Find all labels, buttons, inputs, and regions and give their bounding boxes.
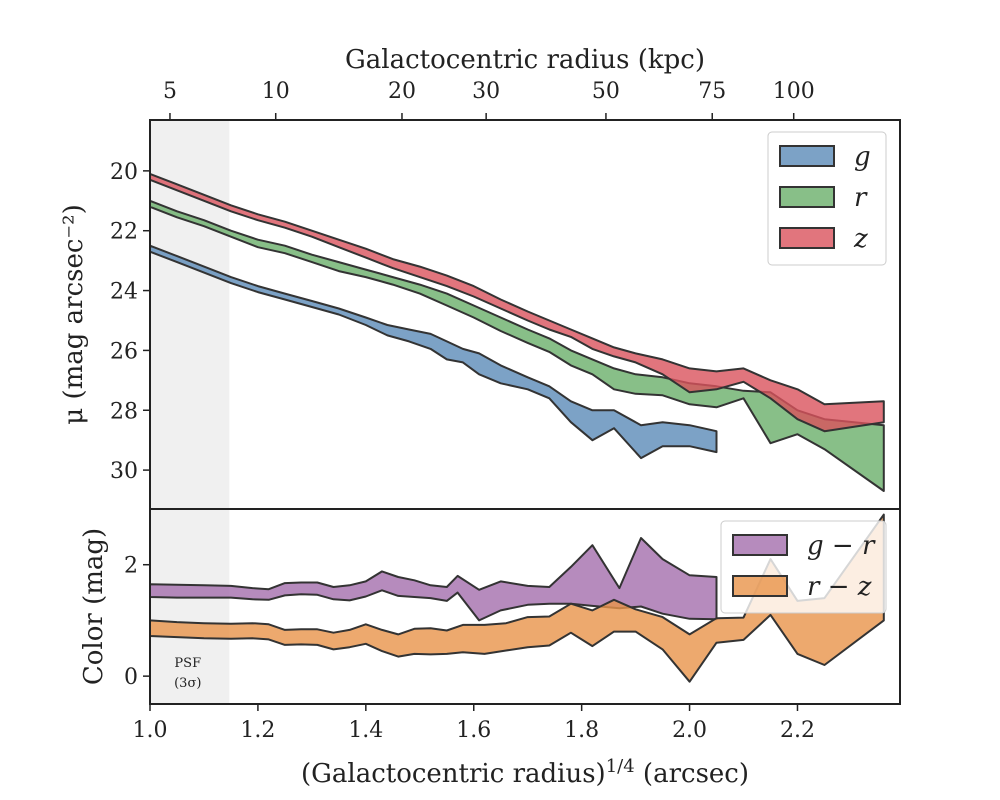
top-band-g <box>149 244 718 460</box>
bottom-xtick-label: 1.2 <box>240 718 275 743</box>
axis-labels: Galactocentric radius (kpc) (Galactocentr… <box>59 45 749 789</box>
bottom-xtick-label: 1.0 <box>133 718 168 743</box>
top-legend-label: r <box>854 183 868 213</box>
top-ytick-label: 20 <box>110 160 138 185</box>
bottom-xtick-label: 2.2 <box>780 718 815 743</box>
top-y-axis-title: μ (mag arcsec⁻²) <box>59 204 89 424</box>
bottom-xtick-label: 1.8 <box>564 718 599 743</box>
bottom-xtick-label: 1.6 <box>456 718 491 743</box>
surface-brightness-panel: 20 22 24 26 28 30 grz 5 10 20 30 50 75 100 <box>110 79 901 510</box>
bottom-band-rz <box>149 513 885 683</box>
top-xtick-label: 50 <box>592 79 620 104</box>
top-ytick-label: 30 <box>110 459 138 484</box>
bottom-frame <box>149 508 901 705</box>
top-legend-swatch <box>779 186 835 208</box>
bottom-legend-swatch <box>732 575 788 597</box>
psf-annotation-line1: PSF <box>174 656 201 671</box>
top-axis-title: Galactocentric radius (kpc) <box>345 45 705 75</box>
bottom-y-axis-title: Color (mag) <box>79 528 109 685</box>
top-legend-label: g <box>854 142 871 172</box>
bottom-ytick-label: 0 <box>124 665 138 690</box>
bottom-psf-region <box>150 509 230 704</box>
color-profile-panel: 0 2 g − r r − z 1.0 1.2 1.4 1.6 1.8 2.0 2.2 PSF (3σ) <box>124 508 901 743</box>
top-xtick-label: 5 <box>163 79 177 104</box>
bottom-xtick-label: 2.0 <box>672 718 707 743</box>
top-ytick-label: 24 <box>110 280 138 305</box>
top-legend-swatch <box>779 227 835 249</box>
top-xtick-label: 30 <box>472 79 500 104</box>
bottom-legend-label: r − z <box>807 572 872 602</box>
top-xtick-label: 10 <box>262 79 290 104</box>
bottom-legend-label: g − r <box>807 531 876 561</box>
top-legend-label: z <box>853 224 868 254</box>
top-band-z <box>149 172 885 433</box>
top-xtick-label: 75 <box>698 79 726 104</box>
bottom-xtick-label: 1.4 <box>348 718 383 743</box>
top-band-r <box>149 199 885 492</box>
bottom-ytick-label: 2 <box>124 554 138 579</box>
top-xtick-label: 20 <box>388 79 416 104</box>
psf-annotation-line2: (3σ) <box>174 676 201 691</box>
top-legend-swatch <box>779 145 835 167</box>
top-ytick-label: 22 <box>110 220 138 245</box>
top-xtick-label: 100 <box>773 79 815 104</box>
x-axis-title: (Galactocentric radius)1/4 (arcsec) <box>301 756 749 789</box>
bottom-legend-swatch <box>732 534 788 556</box>
top-ytick-label: 28 <box>110 399 138 424</box>
top-ytick-label: 26 <box>110 339 138 364</box>
